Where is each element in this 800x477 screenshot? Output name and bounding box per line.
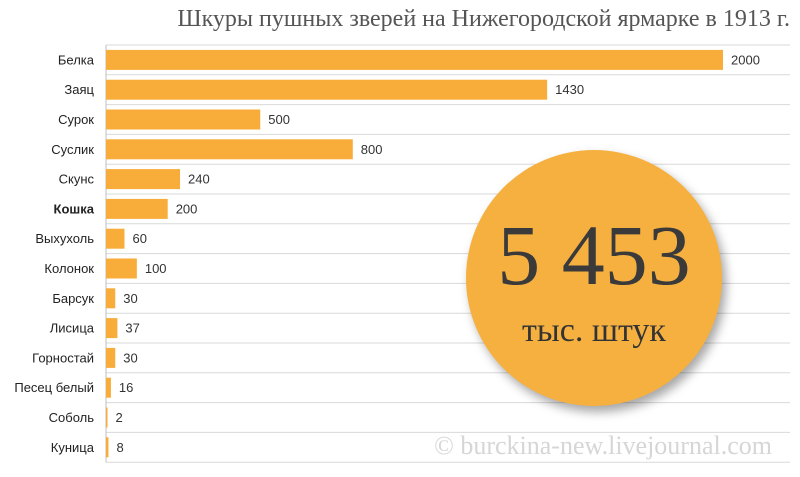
data-label: 30: [123, 350, 137, 365]
bar: [106, 228, 125, 249]
total-callout-circle: 5 453 тыс. штук: [466, 150, 722, 406]
bar: [106, 139, 353, 160]
data-label: 2: [116, 410, 123, 425]
data-label: 37: [125, 321, 139, 336]
category-label: Лисица: [50, 321, 95, 336]
data-label: 240: [188, 172, 210, 187]
total-callout-number: 5 453: [497, 207, 691, 303]
category-label: Колонок: [44, 261, 94, 276]
data-label: 60: [133, 231, 147, 246]
bar: [106, 109, 261, 130]
bar: [106, 49, 723, 70]
watermark: © burckina-new.livejournal.com: [434, 431, 772, 460]
category-label: Скунс: [59, 172, 95, 187]
category-label: Заяц: [64, 82, 94, 97]
bar: [106, 318, 118, 339]
category-label: Куница: [51, 440, 95, 455]
data-label: 200: [176, 201, 198, 216]
total-callout-unit: тыс. штук: [522, 312, 666, 349]
bar: [106, 79, 548, 100]
category-label: Песец белый: [14, 380, 94, 395]
data-label: 800: [361, 142, 383, 157]
category-label: Суслик: [51, 142, 94, 157]
category-label: Соболь: [49, 410, 95, 425]
data-label: 30: [123, 291, 137, 306]
chart-title: Шкуры пушных зверей на Нижегородской ярм…: [177, 6, 790, 32]
bar: [106, 377, 111, 398]
category-label: Барсук: [52, 291, 94, 306]
data-label: 2000: [731, 52, 760, 67]
bar: [106, 258, 137, 279]
data-label: 500: [268, 112, 290, 127]
bar: [106, 407, 108, 428]
bar: [106, 288, 116, 309]
bar: [106, 198, 168, 219]
category-label: Сурок: [58, 112, 94, 127]
category-label: Выхухоль: [35, 231, 94, 246]
data-label: 1430: [555, 82, 584, 97]
data-label: 16: [119, 380, 133, 395]
bar: [106, 347, 116, 368]
data-label: 100: [145, 261, 167, 276]
data-label: 8: [116, 440, 123, 455]
category-label: Белка: [58, 52, 95, 67]
bar: [106, 169, 181, 190]
category-label: Кошка: [54, 201, 95, 216]
bar: [106, 437, 109, 458]
category-label: Горностай: [32, 350, 94, 365]
